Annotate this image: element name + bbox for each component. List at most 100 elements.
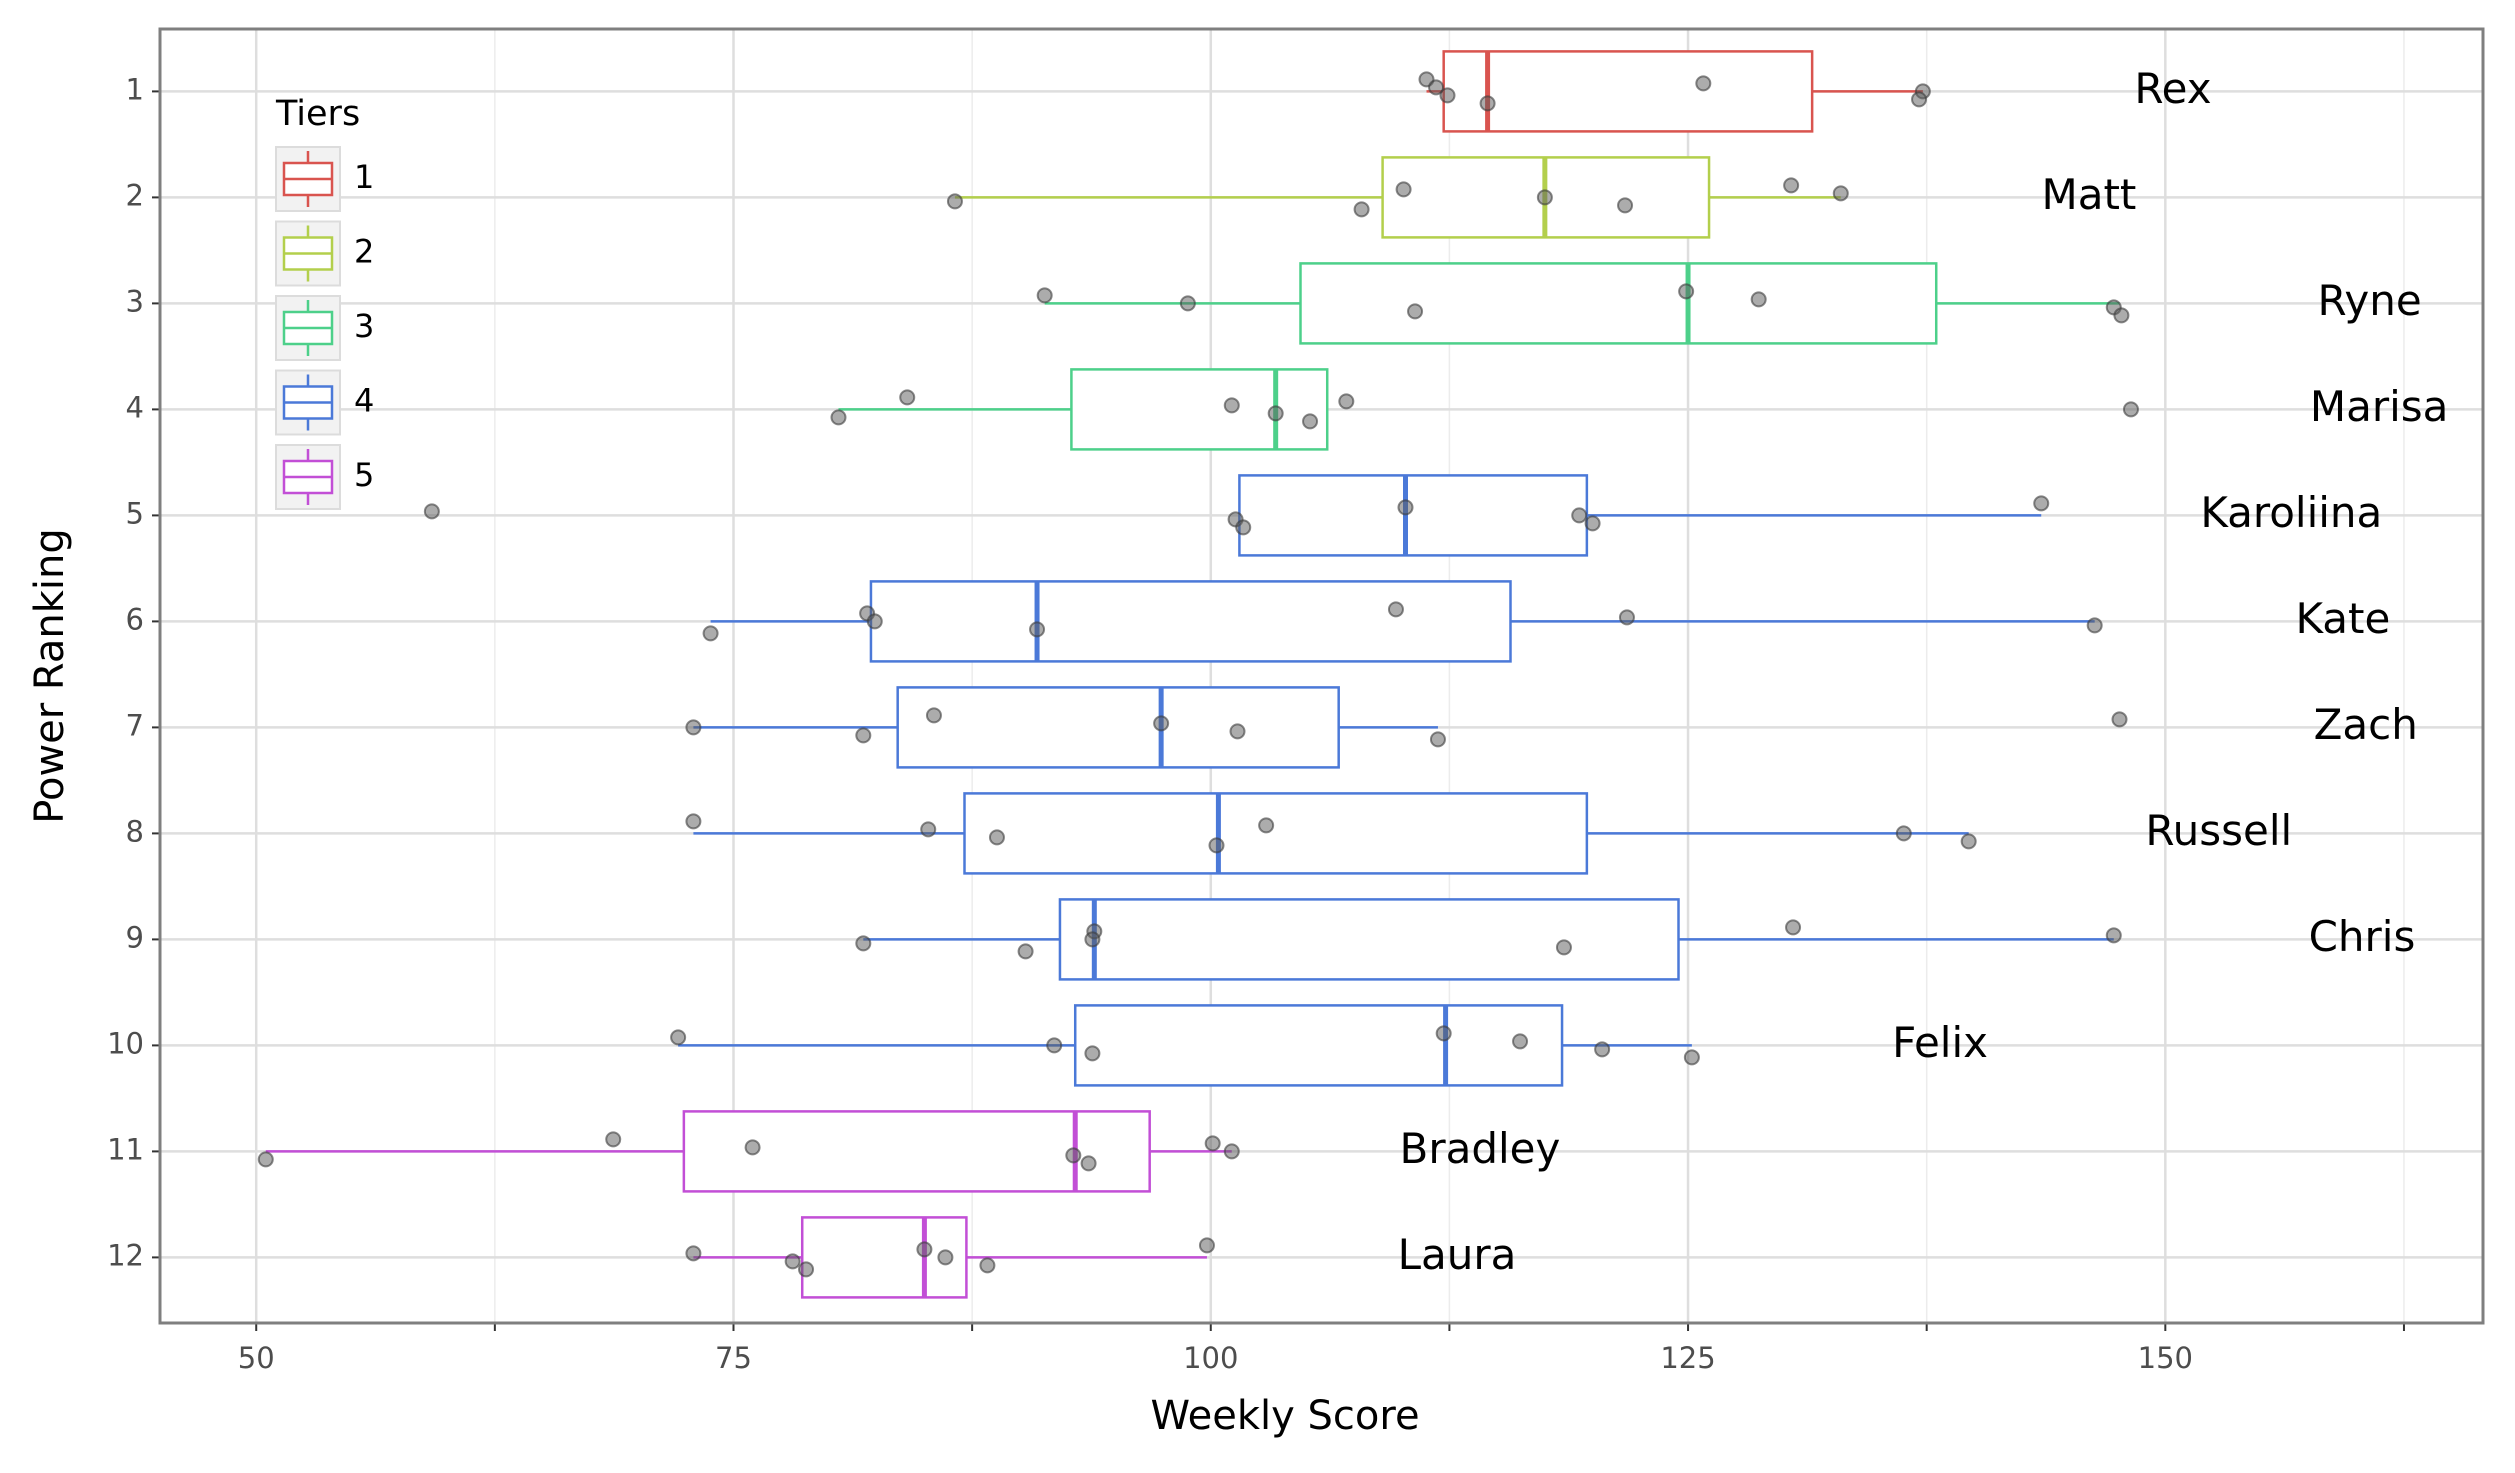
point — [2122, 401, 2139, 418]
point — [685, 1245, 702, 1262]
y-tick-label: 2 — [126, 178, 144, 212]
x-axis-title: Weekly Score — [1150, 1393, 1419, 1439]
box — [896, 686, 1340, 769]
name-label: Marisa — [2310, 382, 2449, 431]
point — [1960, 833, 1977, 850]
point — [702, 625, 719, 642]
point — [605, 1131, 622, 1148]
box — [1073, 1004, 1564, 1087]
box-group: Matt — [946, 156, 2136, 239]
point — [1084, 1045, 1101, 1062]
point — [1229, 723, 1246, 740]
point — [1683, 1049, 1700, 1066]
box-group: Marisa — [830, 368, 2449, 451]
point — [1594, 1041, 1611, 1058]
point — [2086, 617, 2103, 634]
point — [1695, 75, 1712, 92]
point — [855, 935, 872, 952]
point — [1429, 731, 1446, 748]
point — [1911, 91, 1928, 108]
point — [670, 1029, 687, 1046]
box — [1058, 898, 1680, 981]
point — [1065, 1147, 1082, 1164]
box — [1442, 50, 1814, 133]
name-label: Zach — [2314, 700, 2418, 749]
legend-label: 5 — [354, 456, 374, 494]
point — [1179, 295, 1196, 312]
y-tick-label: 3 — [126, 284, 144, 318]
point — [1439, 87, 1456, 104]
point — [1479, 95, 1496, 112]
point — [925, 707, 942, 724]
point — [2113, 307, 2130, 324]
box — [963, 792, 1589, 875]
y-axis-title: Power Ranking — [27, 528, 73, 823]
point — [937, 1249, 954, 1266]
point — [979, 1257, 996, 1274]
legend-label: 2 — [354, 233, 374, 271]
name-label: Ryne — [2317, 276, 2421, 325]
point — [685, 813, 702, 830]
name-label: Laura — [1398, 1230, 1517, 1279]
point — [1536, 189, 1553, 206]
point — [1258, 817, 1275, 834]
point — [1267, 405, 1284, 422]
box-group: Laura — [685, 1216, 1517, 1299]
point — [1895, 825, 1912, 842]
point — [2033, 495, 2050, 512]
box-group: Felix — [670, 1004, 1988, 1087]
point — [1397, 499, 1414, 516]
y-tick-label: 11 — [107, 1132, 144, 1166]
box-group: Bradley — [257, 1110, 1560, 1193]
point — [1084, 931, 1101, 948]
y-tick-label: 12 — [107, 1238, 144, 1272]
point — [899, 389, 916, 406]
point — [1785, 919, 1802, 936]
point — [1512, 1033, 1529, 1050]
point — [1029, 621, 1046, 638]
box-group: Rex — [1418, 50, 2212, 133]
legend-label: 1 — [354, 158, 374, 196]
box-group: Kate — [702, 580, 2390, 663]
point — [988, 829, 1005, 846]
point — [1584, 515, 1601, 532]
point — [1353, 201, 1370, 218]
box-group: Chris — [855, 898, 2415, 981]
y-tick-label: 8 — [126, 814, 144, 848]
point — [920, 821, 937, 838]
y-tick-label: 5 — [126, 496, 144, 530]
point — [1395, 181, 1412, 198]
point — [1428, 79, 1445, 96]
legend-label: 3 — [354, 307, 374, 345]
point — [1235, 519, 1252, 536]
point — [1571, 507, 1588, 524]
point — [1080, 1155, 1097, 1172]
point — [1302, 413, 1319, 430]
point — [744, 1139, 761, 1156]
point — [685, 719, 702, 736]
point — [1832, 185, 1849, 202]
point — [946, 193, 963, 210]
box — [869, 580, 1512, 663]
y-tick-label: 9 — [126, 920, 144, 954]
point — [1198, 1237, 1215, 1254]
point — [1204, 1135, 1221, 1152]
point — [1046, 1037, 1063, 1054]
point — [1223, 397, 1240, 414]
name-label: Karoliina — [2200, 488, 2382, 537]
legend-label: 4 — [354, 382, 374, 420]
x-tick-label: 150 — [2138, 1341, 2193, 1375]
box — [1238, 474, 1589, 557]
name-label: Russell — [2145, 806, 2292, 855]
point — [916, 1241, 933, 1258]
box-group: Ryne — [1036, 262, 2422, 345]
name-label: Matt — [2041, 170, 2136, 219]
point — [1387, 601, 1404, 618]
point — [1750, 291, 1767, 308]
point — [1017, 943, 1034, 960]
name-label: Rex — [2134, 64, 2211, 113]
plot-border — [158, 27, 2485, 1325]
point — [2111, 711, 2128, 728]
box — [1070, 368, 1329, 451]
